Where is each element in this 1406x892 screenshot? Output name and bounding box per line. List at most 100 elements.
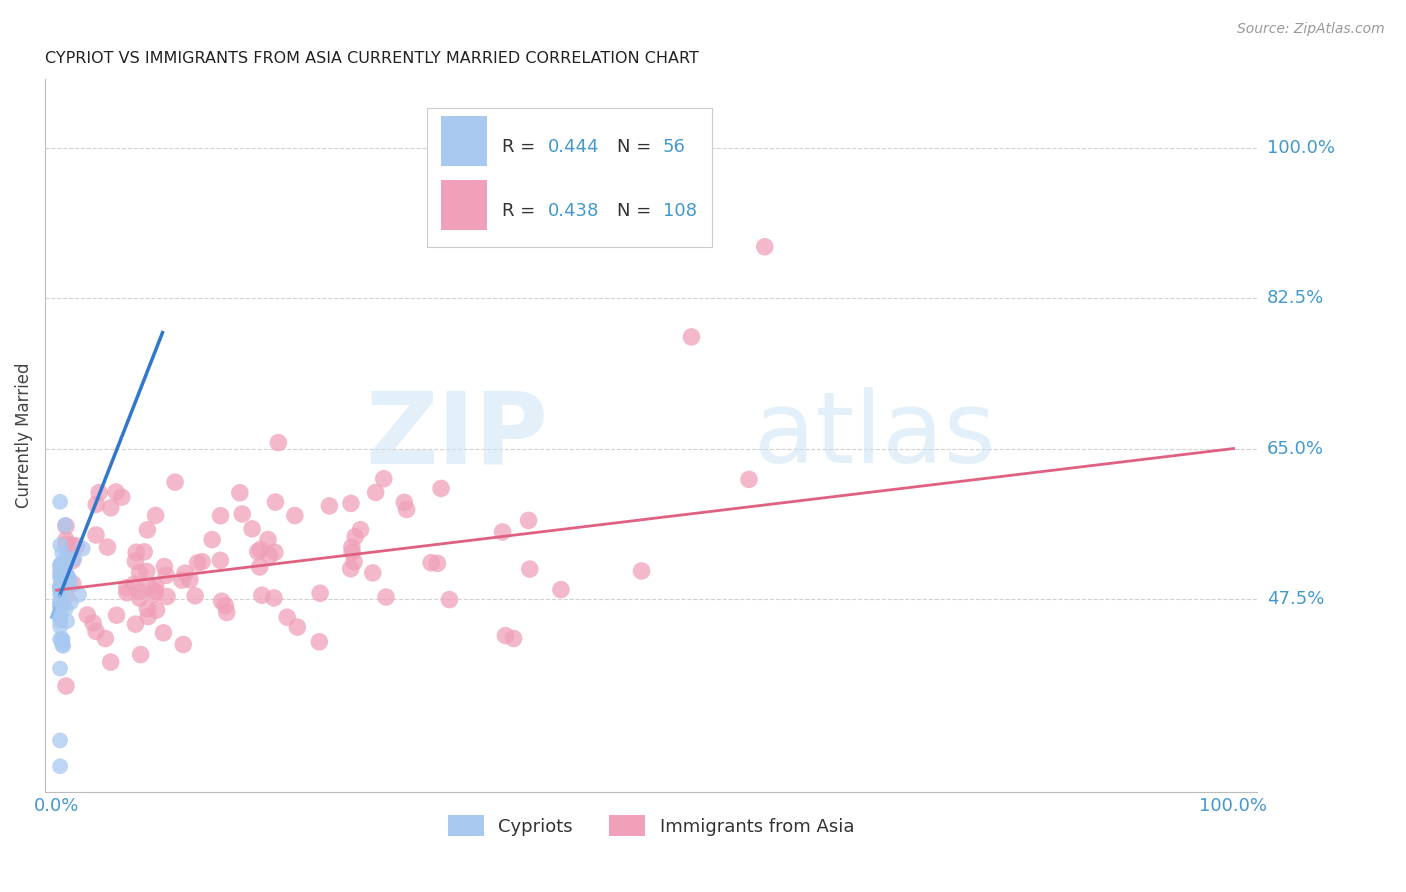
Point (502, 632, 524, 646)
Point (55, 533, 77, 547)
Point (128, 591, 150, 606)
Point (60, 595, 83, 609)
Point (105, 608, 128, 623)
Text: atlas: atlas (754, 387, 995, 484)
Point (174, 566, 197, 581)
Point (259, 549, 281, 563)
Point (135, 565, 157, 579)
Point (165, 475, 187, 489)
Point (340, 496, 363, 510)
Point (115, 581, 138, 595)
Text: 47.5%: 47.5% (1267, 590, 1324, 607)
Point (128, 584, 150, 599)
Point (59, 578, 82, 592)
Text: Source: ZipAtlas.com: Source: ZipAtlas.com (1237, 22, 1385, 37)
Point (100, 655, 122, 669)
Point (145, 603, 167, 617)
Point (267, 435, 290, 450)
Y-axis label: Currently Married: Currently Married (15, 363, 32, 508)
Point (55, 537, 77, 551)
Point (309, 586, 332, 600)
Text: 108: 108 (664, 202, 697, 219)
Point (63, 551, 86, 566)
Point (55, 589, 77, 603)
Point (72, 541, 94, 556)
Point (373, 472, 395, 486)
Text: ZIP: ZIP (366, 387, 548, 484)
Text: 100.0%: 100.0% (1267, 139, 1334, 157)
Point (145, 579, 167, 593)
Point (62, 576, 84, 591)
Point (49, 599, 72, 614)
Point (136, 601, 159, 615)
Text: R =: R = (502, 137, 541, 156)
Point (56, 554, 79, 568)
Text: 56: 56 (664, 137, 686, 156)
Point (100, 500, 122, 515)
Point (246, 545, 269, 559)
Point (170, 573, 193, 587)
Point (49, 609, 72, 624)
Point (630, 564, 652, 578)
Point (51, 577, 73, 591)
Point (111, 490, 134, 504)
Point (340, 540, 363, 554)
Point (49, 495, 72, 509)
Text: CYPRIOT VS IMMIGRANTS FROM ASIA CURRENTLY MARRIED CORRELATION CHART: CYPRIOT VS IMMIGRANTS FROM ASIA CURRENTL… (45, 51, 699, 66)
Point (128, 566, 150, 580)
Point (153, 559, 176, 574)
Point (172, 638, 194, 652)
Text: 0.444: 0.444 (548, 137, 599, 156)
Point (491, 524, 513, 539)
Point (49, 571, 72, 585)
Point (263, 545, 285, 559)
Point (49, 568, 72, 582)
Point (249, 560, 271, 574)
Point (187, 556, 209, 570)
Point (94, 632, 117, 646)
Point (184, 589, 207, 603)
Point (49, 619, 72, 633)
Point (215, 606, 238, 620)
Point (155, 568, 177, 582)
Point (56, 614, 79, 628)
Text: 65.0%: 65.0% (1267, 440, 1324, 458)
Point (62, 554, 84, 568)
Point (49, 583, 72, 598)
Point (257, 533, 280, 547)
Point (136, 523, 159, 537)
Point (96, 540, 118, 554)
Point (738, 472, 761, 486)
Point (122, 577, 145, 591)
Point (55, 572, 77, 586)
Point (249, 542, 271, 557)
Point (84, 497, 107, 511)
Point (49, 579, 72, 593)
Text: 0.438: 0.438 (548, 202, 599, 219)
Point (124, 617, 146, 632)
Point (240, 522, 263, 536)
Point (343, 555, 366, 569)
Point (430, 482, 453, 496)
Point (143, 587, 166, 601)
Point (129, 648, 152, 662)
Point (49, 567, 72, 582)
Point (49, 580, 72, 594)
Point (519, 562, 541, 576)
Point (201, 533, 224, 547)
Text: N =: N = (617, 202, 657, 219)
Point (51, 557, 73, 571)
Point (250, 588, 273, 602)
Point (318, 499, 340, 513)
Point (49, 602, 72, 616)
Point (49, 632, 72, 647)
Point (494, 629, 516, 643)
Point (231, 507, 253, 521)
Text: 82.5%: 82.5% (1267, 289, 1324, 307)
Point (105, 484, 128, 499)
Point (214, 599, 236, 613)
Point (51, 591, 73, 605)
Point (53, 518, 76, 533)
Point (49, 587, 72, 601)
Point (52, 639, 75, 653)
